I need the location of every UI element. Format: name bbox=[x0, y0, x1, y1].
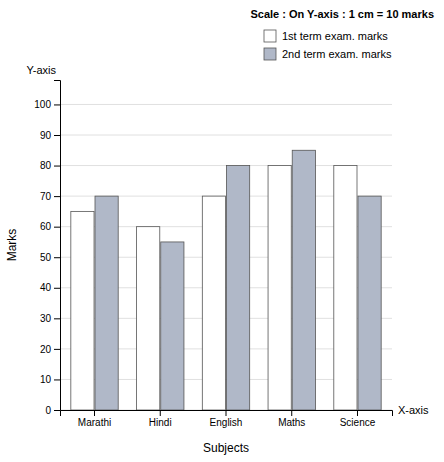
y-tick-label: 90 bbox=[40, 130, 52, 141]
x-tick-mark bbox=[226, 410, 227, 416]
annotation: X-axis bbox=[398, 404, 429, 416]
annotation: Y-axis bbox=[26, 64, 56, 76]
legend: 1st term exam. marks 2nd term exam. marks bbox=[264, 30, 392, 60]
grid-line bbox=[60, 135, 392, 136]
x-axis: Marathi Hindi English Maths Science bbox=[61, 410, 393, 428]
legend-swatch bbox=[264, 30, 276, 42]
y-tick-mark bbox=[54, 379, 60, 380]
grid bbox=[60, 104, 392, 410]
y-tick-mark bbox=[54, 227, 60, 228]
x-tick-mark bbox=[357, 410, 358, 416]
y-tick-mark bbox=[54, 104, 60, 105]
bar bbox=[95, 196, 118, 410]
bar bbox=[137, 227, 160, 410]
x-axis-line bbox=[61, 411, 393, 417]
x-tick-label: Maths bbox=[278, 417, 305, 428]
y-tick-label: 10 bbox=[40, 374, 52, 385]
x-tick: Science bbox=[340, 410, 376, 428]
x-tick-mark bbox=[94, 410, 95, 416]
x-tick: Hindi bbox=[149, 410, 172, 428]
legend-label: 2nd term exam. marks bbox=[282, 48, 392, 60]
x-tick: Marathi bbox=[78, 410, 111, 428]
y-tick-label: 40 bbox=[40, 282, 52, 293]
y-tick-mark bbox=[54, 410, 60, 411]
y-tick: 90 bbox=[40, 130, 60, 141]
bar bbox=[202, 196, 225, 410]
y-tick-label: 50 bbox=[40, 252, 52, 263]
bar bbox=[71, 211, 94, 410]
y-tick-label: 100 bbox=[34, 99, 51, 110]
y-tick-label: 60 bbox=[40, 221, 52, 232]
x-tick-label: Hindi bbox=[149, 417, 172, 428]
y-axis-title: Marks bbox=[5, 229, 19, 262]
grid-line bbox=[60, 104, 392, 105]
y-tick: 80 bbox=[40, 160, 60, 171]
scale-note: Scale : On Y-axis : 1 cm = 10 marks bbox=[250, 8, 434, 20]
bar-series bbox=[95, 150, 381, 410]
y-tick-mark bbox=[54, 166, 60, 167]
bar bbox=[334, 166, 357, 410]
chart: 0 10 20 30 40 50 60 70 80 90 100 Marathi Hindi Englis… bbox=[0, 0, 444, 462]
y-tick: 70 bbox=[40, 191, 60, 202]
y-tick-label: 30 bbox=[40, 313, 52, 324]
x-tick-label: Science bbox=[340, 417, 376, 428]
y-tick: 20 bbox=[40, 344, 60, 355]
legend-swatch bbox=[264, 48, 276, 60]
x-tick-mark bbox=[291, 410, 292, 416]
x-tick: English bbox=[210, 410, 243, 428]
plot: 0 10 20 30 40 50 60 70 80 90 100 Marathi Hindi Englis… bbox=[34, 81, 392, 429]
x-axis-title: Subjects bbox=[203, 441, 249, 455]
y-tick: 30 bbox=[40, 313, 60, 324]
y-tick-mark bbox=[54, 196, 60, 197]
legend-label: 1st term exam. marks bbox=[282, 30, 388, 42]
y-axis: 0 10 20 30 40 50 60 70 80 90 100 bbox=[34, 81, 60, 416]
y-tick-label: 20 bbox=[40, 344, 52, 355]
bar bbox=[161, 242, 184, 410]
x-tick: Maths bbox=[278, 410, 305, 428]
bar bbox=[358, 196, 381, 410]
bar bbox=[226, 166, 249, 410]
x-tick-label: English bbox=[210, 417, 243, 428]
y-tick: 50 bbox=[40, 252, 60, 263]
bar bbox=[292, 150, 315, 410]
legend-item: 1st term exam. marks bbox=[264, 30, 388, 42]
y-tick: 10 bbox=[40, 374, 60, 385]
y-tick-mark bbox=[54, 318, 60, 319]
y-tick: 0 bbox=[45, 405, 60, 416]
legend-item: 2nd term exam. marks bbox=[264, 48, 392, 60]
y-axis-line bbox=[54, 81, 61, 411]
y-tick-label: 80 bbox=[40, 160, 52, 171]
y-tick-mark bbox=[54, 288, 60, 289]
y-tick-label: 0 bbox=[45, 405, 51, 416]
x-tick-label: Marathi bbox=[78, 417, 111, 428]
y-tick-mark bbox=[54, 135, 60, 136]
y-tick: 60 bbox=[40, 221, 60, 232]
bars bbox=[71, 150, 381, 410]
bar bbox=[268, 166, 291, 410]
y-tick-mark bbox=[54, 349, 60, 350]
y-tick: 100 bbox=[34, 99, 60, 110]
x-tick-mark bbox=[160, 410, 161, 416]
y-tick-label: 70 bbox=[40, 191, 52, 202]
y-tick-mark bbox=[54, 257, 60, 258]
y-tick: 40 bbox=[40, 282, 60, 293]
